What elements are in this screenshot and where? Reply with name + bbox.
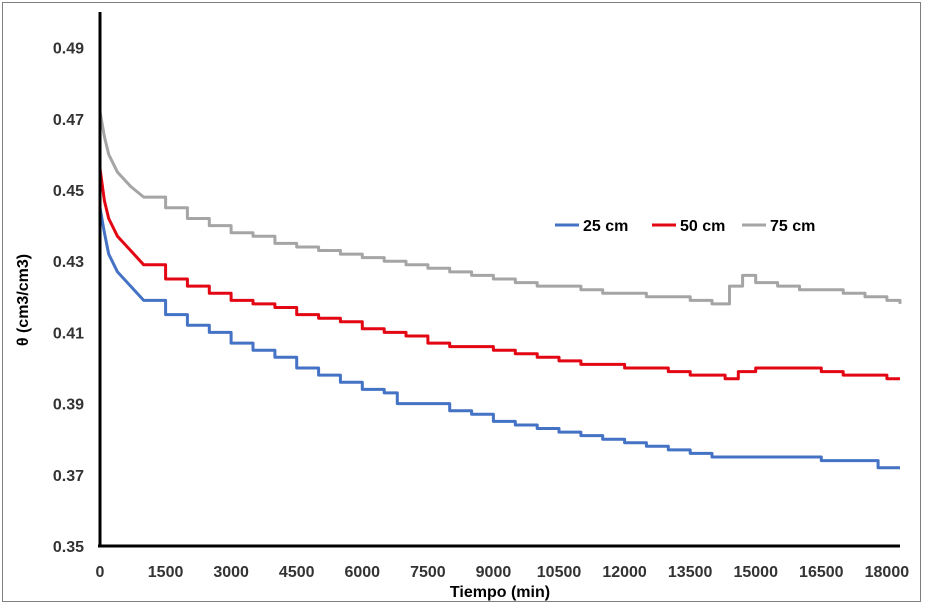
- x-tick-label: 7500: [410, 564, 446, 581]
- axes-layer: [98, 12, 900, 548]
- x-tick-label: 18000: [865, 564, 910, 581]
- x-tick-label: 3000: [213, 564, 249, 581]
- y-tick-label: 0.39: [53, 397, 84, 414]
- x-tick-label: 10500: [537, 564, 582, 581]
- series-line-1: [98, 207, 900, 470]
- x-axis-title: Tiempo (min): [450, 584, 550, 601]
- series-line-3: [98, 111, 902, 306]
- x-tick-label: 6000: [344, 564, 380, 581]
- x-tick-label: 15000: [733, 564, 778, 581]
- ticks-layer: 0.35 0.37 0.39 0.41 0.43 0.45 0.47 0.49 0 1500 300…: [53, 41, 909, 581]
- y-tick-label: 0.45: [53, 183, 84, 200]
- series-line-2: [98, 168, 900, 381]
- x-tick-label: 9000: [476, 564, 512, 581]
- legend-label: 50 cm: [680, 218, 725, 235]
- y-tick-label: 0.47: [53, 112, 84, 129]
- legend-label: 25 cm: [583, 218, 628, 235]
- x-tick-label: 13500: [668, 564, 713, 581]
- x-tick-label: 12000: [602, 564, 647, 581]
- y-tick-label: 0.41: [53, 325, 84, 342]
- y-axis-title: θ (cm3/cm3): [15, 254, 32, 346]
- legend: 25 cm 50 cm 75 cm: [555, 218, 815, 235]
- series-layer: [98, 111, 902, 470]
- legend-item: 75 cm: [742, 218, 815, 235]
- x-tick-label: 16500: [799, 564, 844, 581]
- y-tick-label: 0.37: [53, 468, 84, 485]
- y-tick-label: 0.43: [53, 254, 84, 271]
- x-tick-label: 1500: [148, 564, 184, 581]
- y-tick-label: 0.49: [53, 41, 84, 58]
- legend-item: 50 cm: [652, 218, 725, 235]
- legend-item: 25 cm: [555, 218, 628, 235]
- x-tick-label: 0: [96, 564, 105, 581]
- x-tick-label: 4500: [279, 564, 315, 581]
- legend-label: 75 cm: [770, 218, 815, 235]
- y-tick-label: 0.35: [53, 539, 84, 556]
